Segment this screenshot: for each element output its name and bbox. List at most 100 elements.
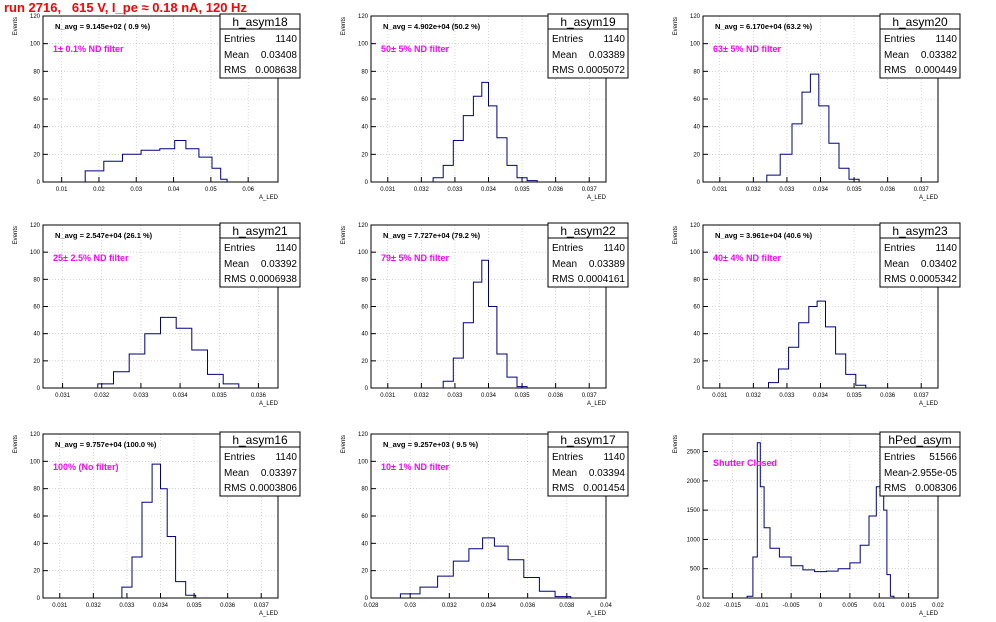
stats-entries-label: Entries: [224, 243, 255, 254]
x-tick-label: 0.034: [813, 393, 829, 399]
histogram-bin: [208, 374, 224, 388]
histogram-line: [442, 259, 528, 388]
histogram-bin: [836, 354, 846, 388]
stats-rms-value: 0.001454: [583, 483, 625, 494]
histogram-bin: [850, 563, 860, 598]
y-tick-label: 120: [30, 14, 41, 20]
histogram-bin: [829, 143, 839, 182]
y-tick-label: 40: [33, 125, 40, 131]
panel-h_asym20: 0 20 40 60 80 100 120 0.031 0.032 0.033 0.034 0.035…: [673, 13, 961, 201]
histogram-bin: [122, 154, 141, 182]
histogram-bin: [85, 171, 104, 182]
stats-rms-value: 0.0003806: [250, 483, 298, 494]
stats-box: h_asym17 Entries 1140 Mean 0.03394 RMS 0.00145…: [547, 431, 629, 497]
stats-rms-value: 0.008306: [915, 483, 957, 494]
y-tick-label: 40: [361, 541, 368, 547]
x-tick-label: 0.034: [153, 603, 169, 609]
x-tick-label: 0.035: [212, 393, 228, 399]
histogram-line: [432, 81, 538, 182]
y-tick-label: 20: [361, 359, 368, 365]
histogram-bin: [767, 175, 780, 182]
histogram-bin: [161, 317, 177, 388]
histogram-bin: [145, 334, 161, 388]
histogram-bin: [770, 548, 779, 598]
x-tick-label: 0.035: [187, 603, 203, 609]
y-tick-label: 60: [33, 305, 40, 311]
stats-rms-label: RMS: [884, 274, 907, 285]
histogram-name: h_asym19: [560, 15, 616, 29]
histogram-name: h_asym16: [232, 433, 288, 447]
stats-mean-label: Mean: [884, 259, 909, 270]
stats-mean-label: Mean: [224, 468, 249, 479]
x-tick-label: 0.036: [251, 393, 267, 399]
stats-box-frame: [219, 431, 301, 497]
x-tick-label: 0.035: [515, 393, 531, 399]
x-tick-label: 0.036: [548, 393, 564, 399]
stats-mean-label: Mean: [884, 50, 909, 61]
histogram-bin: [489, 307, 497, 389]
y-tick-label: 1000: [687, 537, 701, 543]
histogram-bin: [838, 569, 850, 598]
filter-label: 1± 0.1% ND filter: [53, 44, 124, 54]
x-tick-label: 0.04: [168, 187, 180, 193]
histogram-line: [766, 73, 860, 182]
stats-entries-label: Entries: [552, 452, 583, 463]
stats-entries-label: Entries: [552, 34, 583, 45]
stats-entries-value: 1140: [275, 34, 297, 45]
stats-mean-value: 0.03382: [921, 50, 958, 61]
x-axis-label: A_LED: [919, 401, 939, 407]
x-tick-label: 0.036: [880, 187, 896, 193]
panel-h_asym21: 0 20 40 60 80 100 120 0.031 0.032 0.033 0.034 0.035…: [13, 222, 301, 407]
x-tick-label: 0.038: [559, 603, 575, 609]
histogram-bin: [524, 578, 540, 599]
y-tick-label: 60: [361, 97, 368, 103]
y-tick-label: 100: [690, 42, 701, 48]
y-tick-label: 20: [693, 152, 700, 158]
histogram-bin: [141, 150, 160, 182]
stats-mean-value: 0.03389: [589, 259, 626, 270]
x-tick-label: 0.03: [404, 603, 416, 609]
histogram-bin: [791, 566, 803, 598]
x-tick-label: 0.031: [712, 393, 728, 399]
stats-rms-label: RMS: [884, 483, 907, 494]
stats-entries-value: 1140: [603, 243, 625, 254]
x-tick-label: 0.04: [600, 603, 612, 609]
x-axis-label: A_LED: [919, 611, 939, 617]
histogram-bin: [869, 516, 876, 598]
histogram-bin: [810, 74, 818, 182]
panel-h_asym22: 0 20 40 60 80 100 120 0.031 0.032 0.033 0.034 0.035…: [341, 222, 629, 407]
panel-h_asym17: 0 20 40 60 80 100 120 0.028 0.03 0.032 0.034 0.036 0…: [341, 431, 629, 617]
x-tick-label: 0.032: [442, 603, 458, 609]
y-tick-label: 20: [33, 152, 40, 158]
x-tick-label: 0.031: [712, 187, 728, 193]
stats-entries-value: 1140: [603, 452, 625, 463]
histogram-bin: [497, 138, 507, 182]
stats-box: h_asym22 Entries 1140 Mean 0.03389 RMS 0.00041…: [547, 222, 629, 288]
x-tick-label: -0.01: [755, 603, 769, 609]
navg-label: N_avg = 6.170e+04 (63.2 %): [715, 22, 813, 31]
histogram-line: [84, 140, 228, 182]
y-tick-label: 20: [33, 569, 40, 575]
stats-mean-label: Mean: [884, 468, 909, 479]
x-tick-label: 0.036: [220, 603, 236, 609]
run-title: run 2716, 615 V, I_pe ≈ 0.18 nA, 120 Hz: [4, 0, 247, 15]
y-tick-label: 40: [361, 332, 368, 338]
histogram-bin: [507, 377, 517, 388]
x-tick-label: 0.037: [254, 603, 270, 609]
stats-box-frame: [219, 222, 301, 288]
stats-rms-label: RMS: [224, 65, 247, 76]
stats-box-frame: [547, 431, 629, 497]
y-tick-label: 0: [37, 596, 41, 602]
y-tick-label: 0: [697, 386, 701, 392]
stats-mean-value: 0.03402: [921, 259, 958, 270]
histogram-bin: [839, 168, 849, 182]
stats-mean-value: 0.03397: [261, 468, 298, 479]
y-tick-label: 80: [693, 277, 700, 283]
stats-entries-label: Entries: [884, 452, 915, 463]
x-tick-label: -0.005: [783, 603, 801, 609]
y-axis-label: Events: [341, 435, 347, 453]
stats-mean-label: Mean: [552, 259, 577, 270]
y-tick-label: 60: [693, 305, 700, 311]
